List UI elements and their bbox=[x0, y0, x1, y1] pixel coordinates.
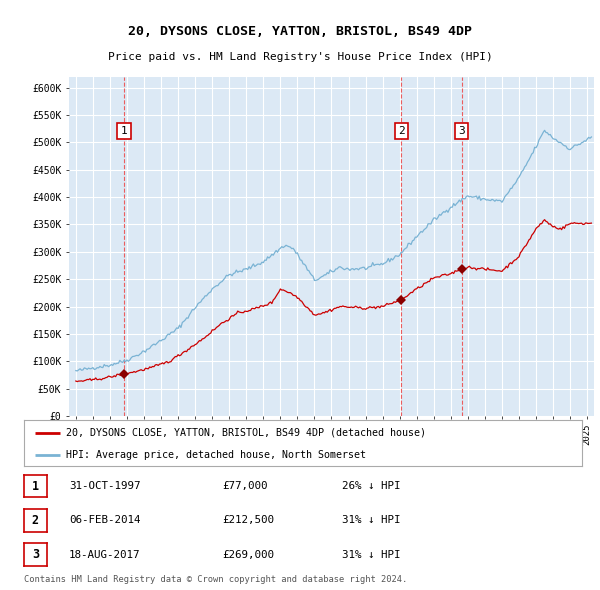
Text: 2: 2 bbox=[32, 514, 39, 527]
Text: Contains HM Land Registry data © Crown copyright and database right 2024.: Contains HM Land Registry data © Crown c… bbox=[24, 575, 407, 584]
Text: Price paid vs. HM Land Registry's House Price Index (HPI): Price paid vs. HM Land Registry's House … bbox=[107, 52, 493, 62]
Text: 18-AUG-2017: 18-AUG-2017 bbox=[69, 550, 140, 559]
Text: 2: 2 bbox=[398, 126, 404, 136]
Text: 26% ↓ HPI: 26% ↓ HPI bbox=[342, 481, 401, 491]
Text: 1: 1 bbox=[121, 126, 127, 136]
Text: 20, DYSONS CLOSE, YATTON, BRISTOL, BS49 4DP: 20, DYSONS CLOSE, YATTON, BRISTOL, BS49 … bbox=[128, 25, 472, 38]
Text: 20, DYSONS CLOSE, YATTON, BRISTOL, BS49 4DP (detached house): 20, DYSONS CLOSE, YATTON, BRISTOL, BS49 … bbox=[66, 428, 426, 438]
Text: £212,500: £212,500 bbox=[222, 516, 274, 525]
Text: £77,000: £77,000 bbox=[222, 481, 268, 491]
Text: £269,000: £269,000 bbox=[222, 550, 274, 559]
Text: HPI: Average price, detached house, North Somerset: HPI: Average price, detached house, Nort… bbox=[66, 450, 366, 460]
Text: 31-OCT-1997: 31-OCT-1997 bbox=[69, 481, 140, 491]
Text: 31% ↓ HPI: 31% ↓ HPI bbox=[342, 516, 401, 525]
Text: 3: 3 bbox=[32, 548, 39, 561]
Text: 1: 1 bbox=[32, 480, 39, 493]
Text: 31% ↓ HPI: 31% ↓ HPI bbox=[342, 550, 401, 559]
Text: 3: 3 bbox=[458, 126, 465, 136]
Text: 06-FEB-2014: 06-FEB-2014 bbox=[69, 516, 140, 525]
